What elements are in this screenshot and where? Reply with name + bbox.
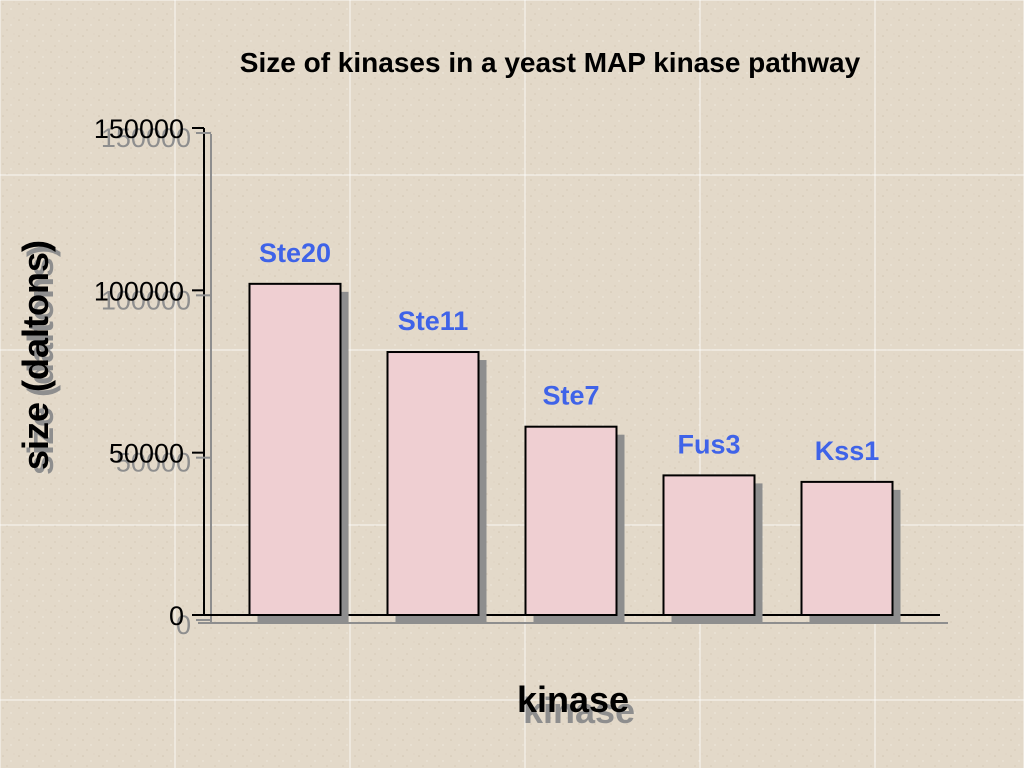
y-tick-label-50000: 50000	[109, 439, 184, 469]
y-tick-label-100000: 100000	[94, 276, 184, 306]
y-tick-label-150000: 150000	[94, 114, 184, 144]
bar-label-ste11: Ste11	[398, 306, 469, 336]
bar-ste11	[386, 351, 480, 616]
bar-label-ste20: Ste20	[259, 238, 331, 268]
y-tick-label-shadow-50000: 50000	[116, 448, 191, 478]
y-tick-label-0: 0	[169, 601, 184, 631]
x-axis-label-group: kinase kinase	[517, 679, 635, 731]
x-axis-label-shadow: kinase	[523, 690, 635, 731]
bar-kss1	[800, 480, 894, 616]
y-axis-label-group: size (daltons) size (daltons)	[15, 240, 61, 475]
bar-ste7	[524, 425, 618, 616]
bar-label-fus3: Fus3	[677, 429, 740, 459]
y-axis-label-shadow: size (daltons)	[20, 245, 61, 475]
x-axis-label: kinase	[517, 679, 629, 720]
bar-label-ste7: Ste7	[542, 381, 599, 411]
bar-label-kss1: Kss1	[815, 436, 880, 466]
y-tick-label-shadow-100000: 100000	[101, 285, 191, 315]
bar-ste20	[248, 282, 342, 616]
y-tick-label-shadow-150000: 150000	[101, 123, 191, 153]
bar-fus3	[662, 474, 756, 617]
bars: Ste20 Ste11 Ste7 Fus3 Kss1	[248, 238, 901, 623]
y-axis-label: size (daltons)	[15, 240, 56, 470]
chart-title: Size of kinases in a yeast MAP kinase pa…	[240, 47, 861, 78]
y-tick-label-shadow-0: 0	[176, 610, 191, 640]
